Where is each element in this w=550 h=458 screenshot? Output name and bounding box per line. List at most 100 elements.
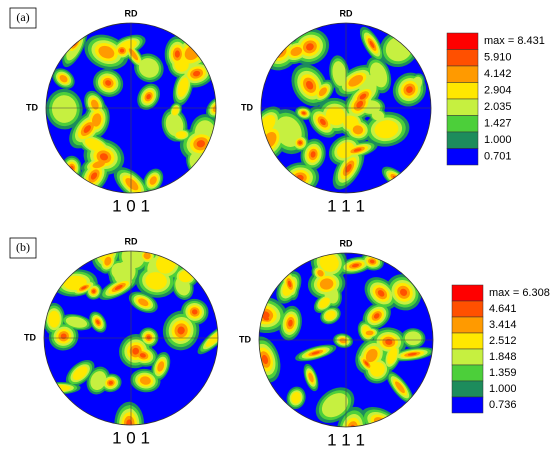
legend-swatch (446, 32, 479, 50)
legend-swatch (451, 332, 484, 350)
legend-label: 1.000 (484, 134, 512, 146)
contour (65, 316, 88, 328)
rd-label: RD (125, 8, 138, 18)
panel-label-box (9, 237, 37, 259)
caption: 1 0 1 (112, 428, 150, 447)
legend-label: 2.904 (484, 85, 512, 97)
contour (310, 151, 316, 158)
td-label: TD (26, 102, 38, 112)
contour (192, 70, 201, 77)
contour (406, 86, 413, 93)
contour (98, 45, 115, 59)
legend-swatch (451, 380, 484, 398)
rd-label: RD (125, 236, 138, 246)
contour (114, 284, 123, 290)
contour (319, 253, 339, 272)
contour (369, 40, 375, 49)
contour (175, 131, 187, 139)
contour (302, 111, 306, 115)
contour (177, 326, 185, 335)
legend-label: 3.414 (489, 319, 517, 331)
contour (191, 309, 198, 315)
contour (132, 347, 140, 355)
contour (157, 361, 165, 372)
contour (311, 351, 320, 355)
contour (352, 125, 364, 135)
contour (59, 74, 68, 83)
contour (149, 176, 157, 185)
contour (51, 95, 77, 123)
contour (407, 352, 417, 356)
pole-figure (259, 253, 433, 427)
contour (319, 118, 326, 126)
contour (288, 319, 293, 327)
legend-swatch (446, 65, 479, 83)
legend-swatch (446, 98, 479, 116)
contour (105, 80, 112, 86)
contour (399, 288, 408, 296)
contour (318, 87, 327, 97)
contour (138, 298, 149, 307)
contour (319, 278, 334, 290)
contour (96, 320, 100, 325)
contour (298, 140, 302, 145)
contour (308, 372, 314, 383)
legend-label: 4.142 (484, 68, 512, 80)
contour (370, 361, 385, 377)
contour (212, 104, 216, 113)
rd-label: RD (340, 8, 353, 18)
contour (385, 338, 393, 345)
panel-label-box (9, 7, 37, 29)
contour (343, 115, 359, 130)
legend-label: 1.427 (484, 118, 512, 130)
legend-label: 2.035 (484, 101, 512, 113)
contour (177, 77, 189, 97)
legend-label: 4.641 (489, 303, 517, 315)
contour (139, 353, 146, 358)
legend-swatch (451, 348, 484, 366)
contour (205, 330, 218, 347)
contour (404, 331, 422, 346)
legend-swatch (446, 131, 479, 149)
contour (174, 50, 180, 58)
contour (90, 172, 98, 180)
pole-figure (44, 251, 218, 425)
legend-swatch (451, 284, 484, 302)
contour (119, 48, 125, 53)
legend-label: 1.000 (489, 383, 517, 395)
contour (104, 256, 112, 266)
outline (43, 250, 219, 426)
panel-label: (b) (16, 240, 30, 254)
contour (91, 99, 99, 110)
contour (387, 347, 398, 365)
contour (290, 46, 303, 57)
contour (275, 116, 302, 147)
contour (139, 376, 151, 385)
contour (99, 153, 108, 161)
legend-label: max = 6.308 (489, 287, 550, 299)
legend-swatch (451, 300, 484, 318)
panel-label: (a) (16, 10, 29, 24)
outline (258, 252, 434, 428)
contour (83, 125, 91, 133)
contour (146, 335, 151, 340)
contour (91, 113, 102, 127)
contour (196, 140, 206, 148)
td-label: TD (24, 332, 36, 342)
contour (174, 57, 189, 72)
legend-label: 5.910 (484, 52, 512, 64)
legend-swatch (446, 49, 479, 67)
contour (353, 148, 362, 152)
contour (143, 252, 151, 260)
contour (291, 392, 302, 404)
contour (81, 286, 87, 290)
contour (171, 106, 179, 116)
contour (374, 120, 399, 139)
contour (48, 310, 60, 328)
outline (260, 22, 432, 194)
contour (373, 313, 380, 319)
legend-swatch (446, 82, 479, 100)
caption: 1 1 1 (327, 196, 365, 215)
legend-swatch (446, 148, 479, 166)
contour (90, 371, 107, 390)
